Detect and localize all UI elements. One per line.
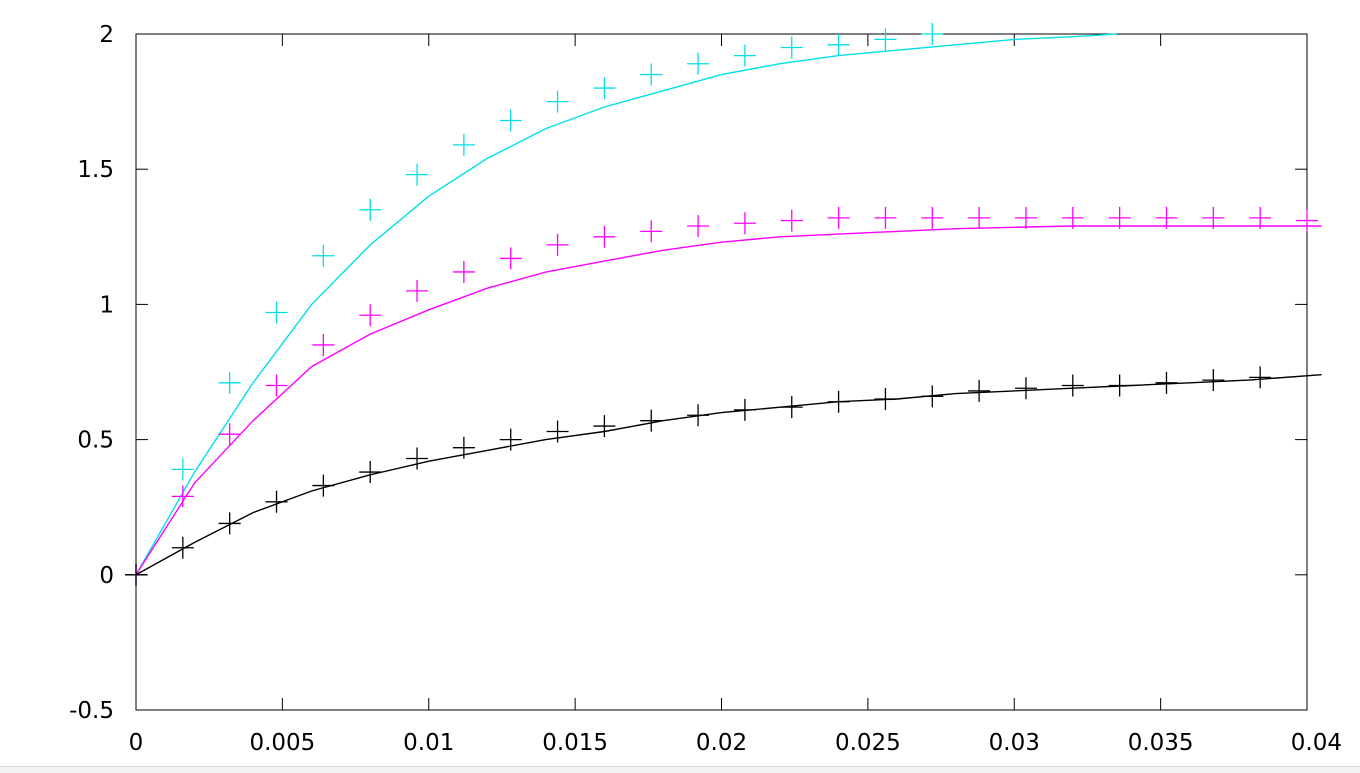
data-point (1108, 374, 1131, 397)
data-point (359, 461, 382, 484)
plot-frame (135, 33, 1308, 711)
data-point (921, 385, 944, 408)
data-point (1155, 206, 1178, 229)
series-line (135, 33, 1117, 576)
data-point (406, 447, 429, 470)
data-point (733, 212, 756, 235)
x-tick-label: 0.035 (1128, 730, 1194, 756)
x-tick-label: 0.025 (835, 730, 901, 756)
data-point (546, 233, 569, 256)
data-point (499, 109, 522, 132)
series-0 (125, 23, 1117, 586)
data-point (733, 398, 756, 421)
data-point (1249, 206, 1272, 229)
data-point (968, 206, 991, 229)
data-point (780, 209, 803, 232)
data-point (640, 63, 663, 86)
data-point (406, 163, 429, 186)
axis-ticks (135, 33, 1308, 711)
y-tick-label: 2 (99, 22, 114, 48)
series-line (135, 225, 1322, 576)
data-point (218, 512, 241, 535)
y-tick-label: -0.5 (69, 698, 114, 724)
data-point (593, 415, 616, 438)
data-point (125, 563, 147, 586)
data-point (265, 301, 288, 324)
data-point (733, 44, 756, 67)
data-point (1061, 374, 1084, 397)
data-point (1155, 371, 1178, 394)
data-point (780, 36, 803, 59)
y-tick-label: 0.5 (77, 428, 114, 454)
data-point (921, 23, 944, 45)
data-point (968, 379, 991, 402)
data-point (687, 214, 710, 237)
data-point (593, 225, 616, 248)
data-point (546, 90, 569, 113)
x-tick-label: 0.01 (403, 730, 454, 756)
data-point (1014, 206, 1037, 229)
data-point (499, 428, 522, 451)
axis-tick-labels: 0 0.005 0.01 0.015 0.02 0.025 0.03 0.035 0.04 -0.… (69, 22, 1342, 756)
x-tick-label: 0.02 (696, 730, 747, 756)
data-point (312, 333, 335, 356)
x-tick-label: 0.03 (989, 730, 1040, 756)
y-tick-label: 1.5 (77, 157, 114, 183)
data-point (687, 52, 710, 75)
data-point (218, 371, 241, 394)
data-point (640, 409, 663, 432)
data-point (827, 206, 850, 229)
data-point (1014, 377, 1037, 400)
data-point (359, 304, 382, 327)
data-point (265, 490, 288, 513)
x-tick-label: 0.005 (249, 730, 315, 756)
data-point (921, 206, 944, 229)
data-point (1249, 366, 1272, 389)
series-1 (125, 206, 1322, 586)
y-tick-label: 0 (99, 563, 114, 589)
data-point (1202, 206, 1225, 229)
data-point (874, 28, 897, 51)
data-point (1061, 206, 1084, 229)
data-point (874, 388, 897, 411)
x-tick-label: 0.015 (542, 730, 608, 756)
data-point (452, 436, 475, 459)
data-point (218, 423, 241, 446)
x-tick-label: 0 (129, 730, 144, 756)
data-point (359, 198, 382, 221)
data-point (265, 374, 288, 397)
window-bottom-edge (0, 766, 1360, 773)
data-point (312, 244, 335, 267)
data-point (780, 396, 803, 419)
data-point (687, 404, 710, 427)
data-point (1202, 369, 1225, 392)
data-point (452, 260, 475, 283)
series-layer (125, 23, 1322, 586)
data-point (452, 133, 475, 156)
data-point (171, 485, 194, 508)
data-point (640, 220, 663, 243)
data-point (499, 247, 522, 270)
y-tick-label: 1 (99, 292, 114, 318)
data-point (312, 474, 335, 497)
data-point (171, 536, 194, 559)
data-point (827, 390, 850, 413)
data-point (546, 420, 569, 443)
data-point (593, 77, 616, 100)
data-point (171, 458, 194, 481)
data-point (1108, 206, 1131, 229)
data-point (406, 279, 429, 302)
series-line (135, 374, 1322, 576)
data-point (874, 206, 897, 229)
data-point (827, 33, 850, 56)
data-point (1296, 209, 1318, 232)
series-2 (125, 366, 1322, 586)
x-tick-label: 0.04 (1291, 730, 1342, 756)
